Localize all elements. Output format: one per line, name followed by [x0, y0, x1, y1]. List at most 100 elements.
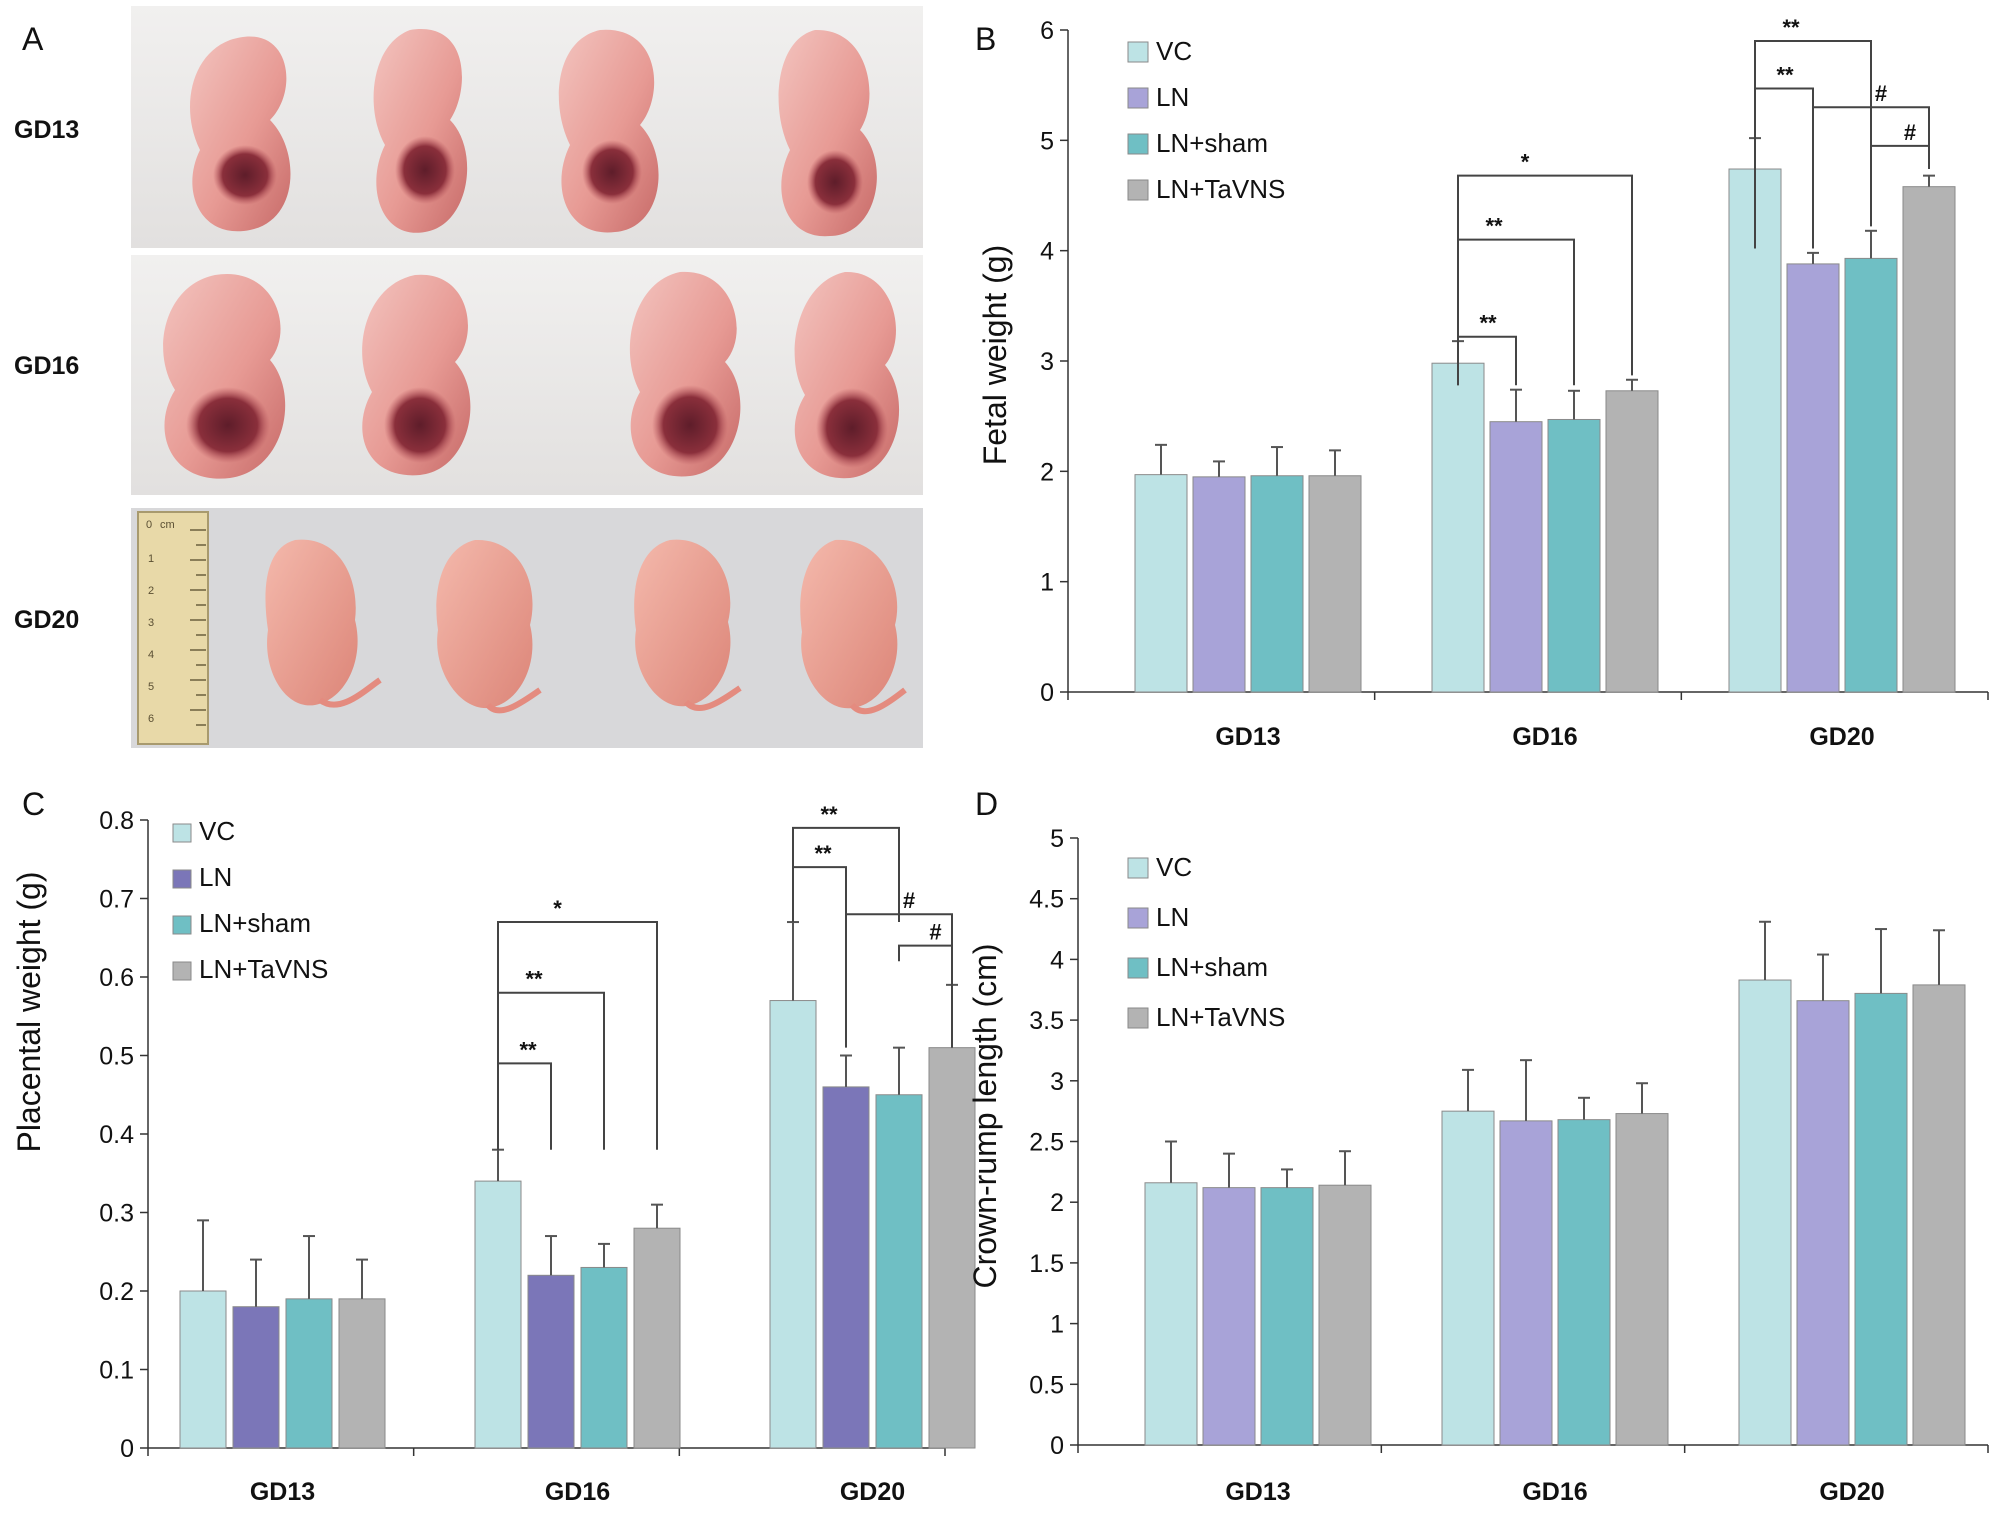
y-tick-label: 0	[120, 1435, 134, 1463]
embryo-specimen	[778, 29, 877, 237]
bar	[1202, 1187, 1256, 1446]
bar	[769, 1000, 817, 1449]
significance-marker: **	[1485, 214, 1503, 239]
legend-label: VC	[199, 816, 235, 846]
y-tick-label: 0.7	[99, 886, 134, 914]
legend-label: VC	[1156, 852, 1192, 882]
bar	[822, 1086, 870, 1449]
x-category-label: GD13	[1215, 723, 1280, 751]
legend-label: LN+TaVNS	[199, 954, 328, 984]
y-tick-label: 5	[1050, 825, 1064, 853]
legend-swatch	[1127, 957, 1149, 979]
y-tick-label: 0	[1040, 679, 1054, 707]
bar	[285, 1298, 333, 1449]
y-tick-label: 0.4	[99, 1121, 134, 1149]
y-tick-label: 0.1	[99, 1357, 134, 1385]
bar	[1557, 1119, 1611, 1446]
x-category-label: GD13	[1225, 1478, 1290, 1506]
photo-panel: A GD13 GD16	[14, 6, 923, 748]
bar	[1192, 476, 1246, 693]
embryo-specimen	[190, 36, 291, 232]
embryo-specimen	[373, 29, 468, 233]
embryo-specimen	[163, 273, 286, 479]
embryo-specimen	[362, 274, 471, 476]
bar	[527, 1274, 575, 1449]
x-category-label: GD20	[1819, 1478, 1884, 1506]
significance-marker: **	[814, 841, 832, 866]
fetus-specimen	[634, 539, 742, 711]
embryo-specimen	[794, 271, 900, 479]
significance-bracket	[497, 1062, 552, 1150]
legend-swatch	[172, 961, 192, 981]
ruler-mark: 3	[148, 617, 154, 629]
y-axis-label: Placental weight (g)	[11, 871, 47, 1152]
y-tick-label: 1.5	[1029, 1250, 1064, 1278]
ruler-mark: 2	[148, 585, 154, 597]
fetus-specimen	[800, 539, 907, 715]
y-tick-label: 0.3	[99, 1200, 134, 1228]
y-axis-label: Fetal weight (g)	[977, 245, 1013, 466]
bar	[1844, 257, 1898, 693]
legend-label: LN+TaVNS	[1156, 174, 1285, 204]
embryo-specimen	[558, 29, 659, 233]
significance-bracket	[898, 944, 953, 962]
significance-marker: **	[1782, 15, 1800, 40]
significance-marker: **	[525, 967, 543, 992]
y-tick-label: 0.5	[99, 1043, 134, 1071]
significance-bracket	[497, 921, 658, 1150]
bar	[1489, 421, 1543, 693]
legend-label: LN	[1156, 82, 1189, 112]
x-category-label: GD20	[1809, 723, 1874, 751]
legend-swatch	[172, 869, 192, 889]
bar	[232, 1306, 280, 1449]
legend-label: LN+sham	[199, 908, 311, 938]
legend-label: LN+sham	[1156, 952, 1268, 982]
bar	[1605, 390, 1659, 693]
legend-swatch	[1127, 179, 1149, 201]
bar	[1854, 992, 1908, 1446]
ruler-mark: 5	[148, 681, 154, 693]
y-tick-label: 3	[1040, 348, 1054, 376]
panel-letter-b: B	[975, 21, 996, 57]
bar	[474, 1180, 522, 1449]
y-tick-label: 0.2	[99, 1278, 134, 1306]
fetus-specimen	[265, 539, 382, 708]
bar	[1615, 1113, 1669, 1446]
y-tick-label: 5	[1040, 127, 1054, 155]
embryo-specimen	[629, 271, 741, 477]
y-axis-label: Crown-rump length (cm)	[967, 944, 1003, 1289]
bar	[633, 1227, 681, 1449]
photo-row-gd16: GD16	[14, 255, 923, 495]
significance-marker: **	[1479, 311, 1497, 336]
ruler-mark: 1	[148, 553, 154, 565]
significance-marker: **	[820, 802, 838, 827]
ruler-mark: 0	[146, 519, 152, 531]
panel-letter-c: C	[22, 786, 45, 822]
x-category-label: GD16	[1522, 1478, 1587, 1506]
x-category-label: GD16	[1512, 723, 1577, 751]
significance-marker: **	[1776, 62, 1794, 87]
bar	[179, 1290, 227, 1449]
y-tick-label: 4.5	[1029, 886, 1064, 914]
x-category-label: GD13	[250, 1478, 315, 1506]
legend-label: LN+TaVNS	[1156, 1002, 1285, 1032]
bar	[1547, 418, 1601, 693]
significance-bracket	[1754, 40, 1872, 227]
bar-chart-crown-rump-length: 0 0.5 1 1.5 2 2.5 3 3.5 4 4.5 5 GD13 GD16 GD20 VC LN LN+…	[1029, 825, 1989, 1506]
ruler-mark: 4	[148, 649, 154, 661]
panel-letter-a: A	[22, 21, 44, 57]
legend-swatch	[172, 915, 192, 935]
bar	[338, 1298, 386, 1449]
legend-swatch	[1127, 907, 1149, 929]
bar	[1499, 1120, 1553, 1446]
legend-label: LN	[199, 862, 232, 892]
bar	[1786, 263, 1840, 693]
significance-marker: *	[1521, 150, 1530, 175]
y-tick-label: 2	[1050, 1189, 1064, 1217]
row-label-gd16: GD16	[14, 352, 79, 380]
bar	[1912, 984, 1966, 1446]
bar	[1134, 474, 1188, 693]
bar	[1318, 1184, 1372, 1446]
